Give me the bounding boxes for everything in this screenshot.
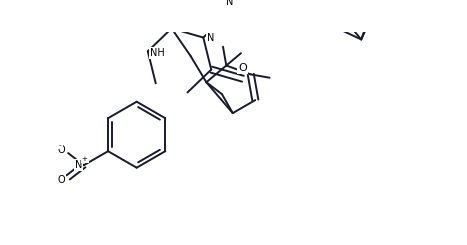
Text: NH: NH bbox=[150, 48, 165, 58]
Text: -: - bbox=[59, 142, 62, 148]
Text: O: O bbox=[239, 63, 248, 73]
Text: N: N bbox=[207, 33, 214, 43]
Text: +: + bbox=[82, 156, 88, 162]
Text: N: N bbox=[75, 160, 82, 170]
Text: N: N bbox=[226, 0, 233, 7]
Text: O: O bbox=[57, 146, 64, 156]
Text: O: O bbox=[57, 175, 64, 185]
